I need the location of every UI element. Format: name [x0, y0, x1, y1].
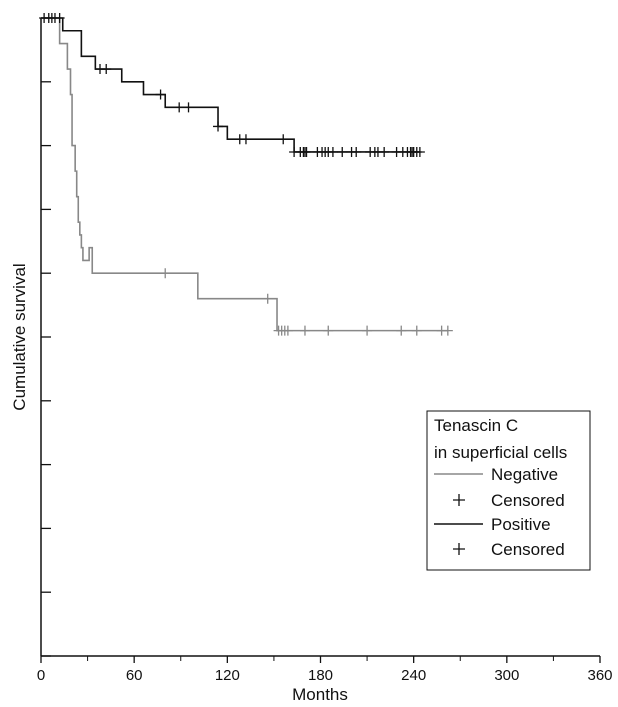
- censor-mark: [299, 325, 310, 336]
- x-tick-label: 120: [215, 667, 240, 684]
- censor-mark: [323, 325, 334, 336]
- survival-line-positive: [41, 17, 420, 153]
- censor-mark: [396, 325, 407, 336]
- legend-label: Censored: [491, 540, 565, 559]
- legend-box: [426, 410, 591, 571]
- censor-mark: [301, 146, 312, 157]
- censor-mark: [262, 293, 273, 304]
- censor-mark: [240, 134, 251, 145]
- series-layer: [39, 13, 453, 336]
- censor-mark: [442, 325, 453, 336]
- legend-label: Positive: [491, 515, 551, 534]
- censor-mark: [174, 102, 185, 113]
- survival-line-negative: [41, 17, 448, 332]
- legend-entries: Negative Censored Positive Censored: [434, 465, 565, 559]
- x-tick-labels: 0 60 120 180 240 300 360: [37, 667, 613, 684]
- censor-mark: [411, 325, 422, 336]
- censor-mark: [414, 146, 425, 157]
- x-axis-title: Months: [292, 685, 348, 704]
- x-tick-label: 360: [587, 667, 612, 684]
- censor-mark: [337, 146, 348, 157]
- censor-mark: [101, 64, 112, 75]
- axes: 0 60 120 180 240 300 360 Months Cumulative sur…: [10, 17, 613, 704]
- x-ticks: [40, 656, 601, 663]
- x-tick-label: 60: [126, 667, 143, 684]
- y-axis-title: Cumulative survival: [10, 263, 29, 410]
- censor-mark: [160, 268, 171, 279]
- censor-mark: [183, 102, 194, 113]
- censor-mark: [327, 146, 338, 157]
- censor-mark: [278, 134, 289, 145]
- censor-mark: [379, 146, 390, 157]
- censor-mark: [54, 13, 65, 23]
- series-positive: [39, 13, 425, 157]
- x-tick-label: 300: [494, 667, 519, 684]
- censor-mark: [155, 89, 166, 100]
- censor-mark: [351, 146, 362, 157]
- x-tick-label: 0: [37, 667, 45, 684]
- series-negative: [41, 17, 453, 336]
- x-tick-label: 180: [308, 667, 333, 684]
- censor-mark: [362, 325, 373, 336]
- x-tick-label: 240: [401, 667, 426, 684]
- legend-title-line1: Tenascin C: [434, 416, 518, 435]
- legend-label: Censored: [491, 491, 565, 510]
- y-ticks: [41, 17, 51, 657]
- legend-title-line2: in superficial cells: [434, 443, 567, 462]
- legend-label: Negative: [491, 465, 558, 484]
- legend: Tenascin C in superficial cells Negative…: [426, 410, 591, 571]
- censor-mark: [213, 121, 224, 132]
- censor-mark: [282, 325, 293, 336]
- legend-censor-swatch: [453, 543, 465, 555]
- legend-censor-swatch: [453, 494, 465, 506]
